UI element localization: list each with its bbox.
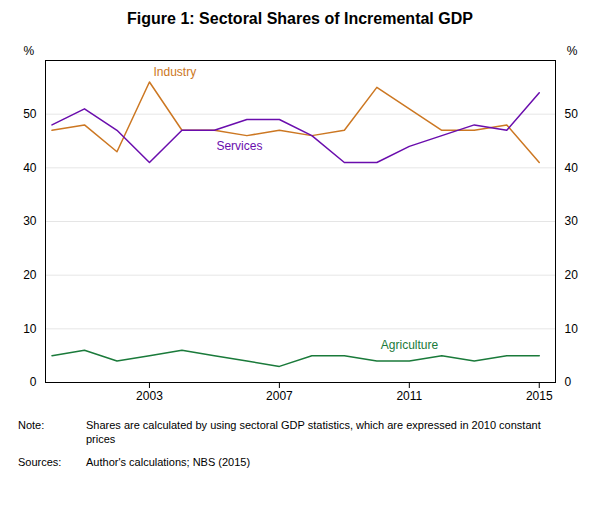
svg-text:20: 20 bbox=[23, 268, 37, 282]
svg-text:%: % bbox=[567, 44, 578, 58]
html-text:Shares are calculated by using: Shares are calculated by using sectoral … bbox=[86, 419, 541, 446]
svg-text:20: 20 bbox=[565, 268, 579, 282]
svg-text:10: 10 bbox=[23, 322, 37, 336]
svg-text:Agriculture: Agriculture bbox=[381, 338, 439, 352]
svg-text:Industry: Industry bbox=[153, 65, 196, 79]
svg-text:40: 40 bbox=[565, 161, 579, 175]
svg-text:50: 50 bbox=[23, 107, 37, 121]
html-text:Sources:: Sources: bbox=[18, 455, 62, 468]
svg-text:%: % bbox=[24, 44, 35, 58]
svg-text:2015: 2015 bbox=[526, 389, 553, 403]
svg-text:30: 30 bbox=[23, 214, 37, 228]
svg-text:Services: Services bbox=[216, 139, 262, 153]
svg-text:50: 50 bbox=[565, 107, 579, 121]
svg-text:2011: 2011 bbox=[396, 389, 422, 403]
svg-text:30: 30 bbox=[565, 214, 579, 228]
html-text:Author's calculations; NBS (20: Author's calculations; NBS (2015) bbox=[86, 455, 251, 468]
html-text:Figure 1: Sectoral Shares of I: Figure 1: Sectoral Shares of Incremental… bbox=[127, 10, 473, 27]
html-text:Note:: Note: bbox=[18, 419, 45, 431]
svg-text:40: 40 bbox=[23, 161, 37, 175]
svg-text:2007: 2007 bbox=[266, 389, 293, 403]
svg-text:2003: 2003 bbox=[136, 389, 163, 403]
svg-text:0: 0 bbox=[565, 375, 572, 389]
svg-text:10: 10 bbox=[565, 322, 579, 336]
svg-text:0: 0 bbox=[30, 375, 37, 389]
